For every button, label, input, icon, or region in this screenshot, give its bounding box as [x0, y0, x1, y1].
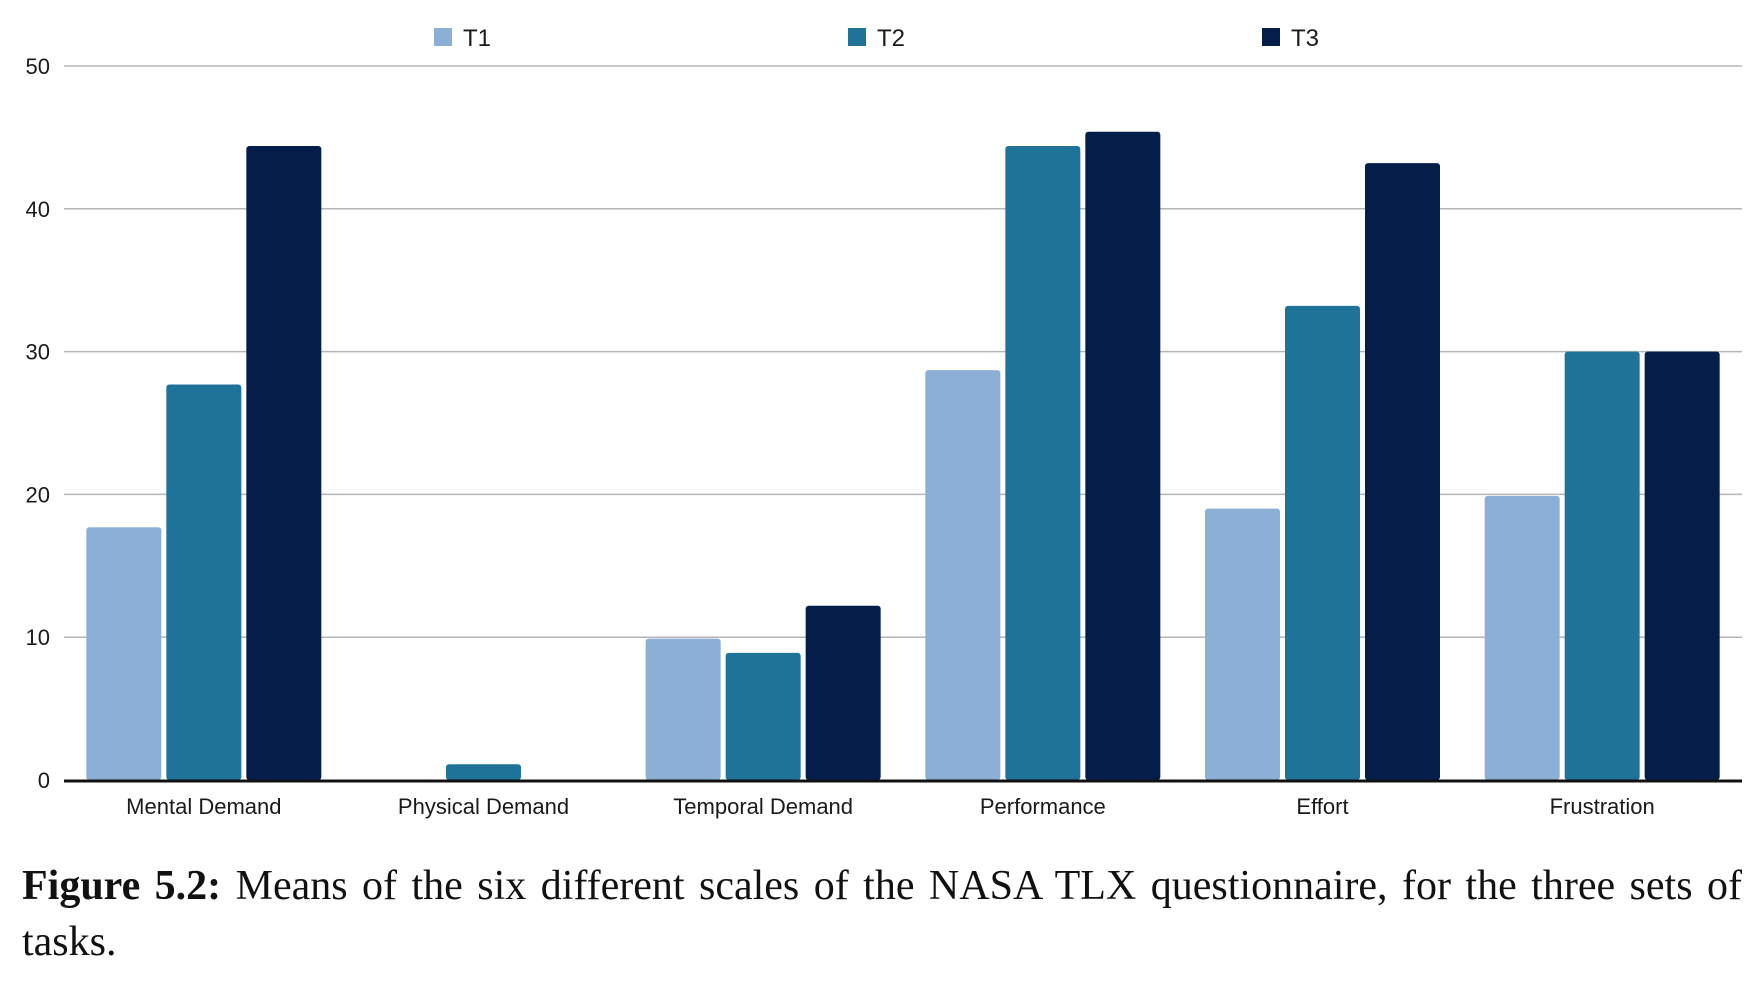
x-tick-label: Performance: [980, 794, 1106, 819]
bar: [446, 764, 521, 780]
x-tick-label: Frustration: [1550, 794, 1655, 819]
legend-label: T3: [1291, 25, 1319, 52]
x-tick-label: Temporal Demand: [673, 794, 853, 819]
bar: [1644, 351, 1720, 780]
bar-chart: 0 10 20 30 40 50 Mental Demand Physical Demand…: [26, 25, 1742, 819]
bar: [645, 638, 721, 780]
figure-caption-text: Means of the six different scales of the…: [22, 863, 1742, 965]
y-tick-label: 30: [26, 340, 50, 365]
bar: [1484, 495, 1560, 780]
y-tick-label: 40: [26, 197, 50, 222]
legend-swatch: [848, 28, 866, 46]
bar: [1085, 131, 1161, 781]
x-tick-label: Physical Demand: [398, 794, 569, 819]
legend-label: T2: [877, 25, 905, 52]
x-tick-label: Mental Demand: [126, 794, 281, 819]
bar: [1365, 163, 1440, 780]
legend-label: T1: [463, 25, 491, 52]
bar: [1285, 305, 1360, 780]
legend-swatch: [434, 28, 452, 46]
y-tick-label: 0: [38, 768, 50, 793]
figure-caption-label: Figure 5.2:: [22, 863, 222, 909]
bar: [166, 384, 242, 780]
bar: [246, 145, 322, 780]
bar: [805, 605, 881, 780]
x-axis-tick-labels: Mental Demand Physical Demand Temporal Dem…: [126, 794, 1655, 819]
figure-caption: Figure 5.2: Means of the six different s…: [22, 858, 1742, 970]
bar: [725, 652, 801, 780]
legend: T1 T2 T3: [434, 25, 1319, 52]
bar: [1564, 351, 1640, 780]
bar: [1005, 145, 1081, 780]
y-tick-label: 20: [26, 482, 50, 507]
gridlines: [64, 65, 1742, 638]
x-tick-label: Effort: [1296, 794, 1348, 819]
bars: [86, 131, 1720, 781]
bar: [1205, 508, 1280, 780]
legend-swatch: [1262, 28, 1280, 46]
y-axis-tick-labels: 0 10 20 30 40 50: [26, 54, 50, 793]
y-tick-label: 10: [26, 625, 50, 650]
bar: [925, 370, 1001, 780]
bar: [86, 527, 162, 780]
y-tick-label: 50: [26, 54, 50, 79]
